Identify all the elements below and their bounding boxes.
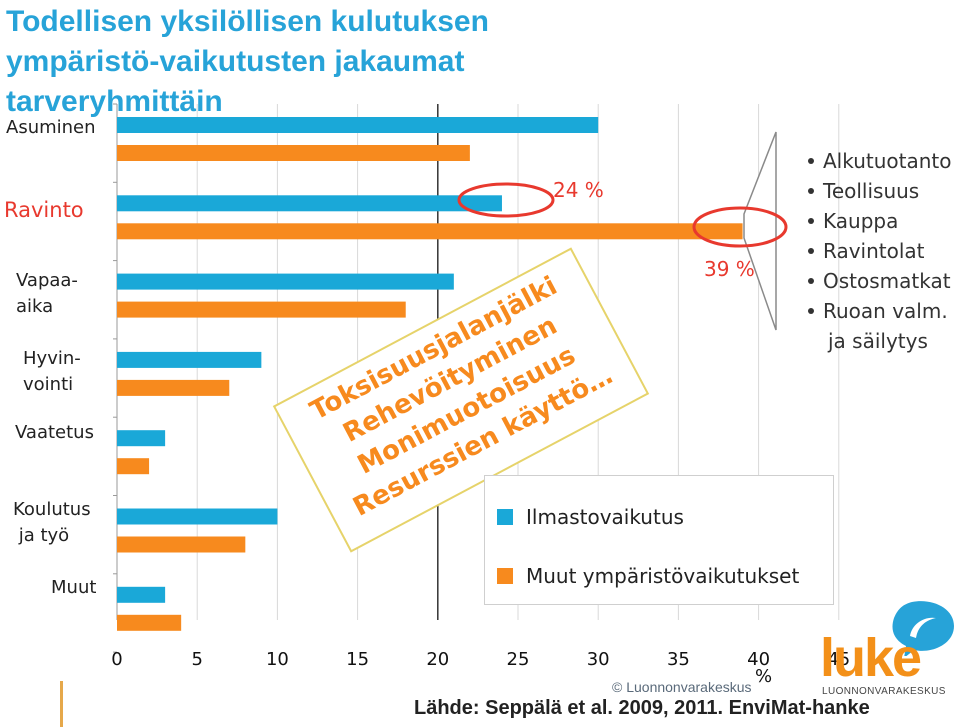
food-chain-item: Teollisuus	[808, 176, 952, 206]
food-chain-list: Alkutuotanto Teollisuus Kauppa Ravintola…	[808, 146, 952, 356]
x-tick-label: 0	[111, 649, 122, 670]
bar-muut-6	[117, 614, 182, 631]
page-title: Todellisen yksilöllisen kulutuksen ympär…	[6, 5, 489, 118]
chart-axis	[113, 103, 118, 653]
category-label-vaatetus: Vaatetus	[15, 422, 94, 443]
climate-highlight-circle	[457, 182, 555, 218]
chart-tick-labels: 0 5 10 15 20 25 30 35 40 45	[111, 649, 850, 670]
bar-muut-5	[117, 536, 246, 553]
legend-label-muut: Muut ympäristövaikutukset	[526, 564, 800, 588]
x-tick-label: 5	[191, 649, 202, 670]
x-tick-label: 10	[266, 649, 289, 670]
bar-muut-3	[117, 379, 230, 396]
legend-swatch-ilmastovaikutus	[497, 509, 513, 525]
category-label-asuminen: Asuminen	[6, 117, 96, 138]
x-tick-label: 20	[426, 649, 449, 670]
bar-ilmastovaikutus-0	[117, 117, 599, 133]
source-text: Lähde: Seppälä et al. 2009, 2011. EnviMa…	[414, 697, 870, 719]
x-axis-unit: %	[755, 666, 773, 687]
bar-muut-1	[117, 223, 743, 240]
bar-ilmastovaikutus-4	[117, 430, 166, 447]
category-label-hyvinvointi: Hyvin-vointi	[23, 348, 81, 395]
chart-legend: Ilmastovaikutus Muut ympäristövaikutukse…	[484, 475, 834, 605]
category-label-koulutus-ja-tyo: Koulutus ja työ	[13, 499, 91, 546]
bar-ilmastovaikutus-5	[117, 508, 278, 525]
bar-ilmastovaikutus-2	[117, 273, 454, 290]
legend-item-muut-ymparistovaikutukset: Muut ympäristövaikutukset	[497, 564, 799, 588]
food-chain-item: Alkutuotanto	[808, 146, 952, 176]
bar-ilmastovaikutus-6	[117, 586, 166, 603]
category-label-ravinto: Ravinto	[4, 198, 84, 222]
x-tick-label: 45	[827, 649, 850, 670]
x-tick-label: 15	[346, 649, 369, 670]
impact-stamp-frame	[272, 247, 650, 553]
food-chain-item: Ruoan valm.	[808, 296, 952, 326]
logo-wordmark: luke	[820, 628, 922, 688]
x-tick-label: 30	[587, 649, 610, 670]
luke-logo: luke LUONNONVARAKESKUS	[820, 600, 960, 700]
decorative-side-bar	[60, 681, 63, 727]
legend-label-ilmastovaikutus: Ilmastovaikutus	[526, 505, 684, 529]
other-highlight-circle	[692, 206, 788, 248]
legend-swatch-muut	[497, 568, 513, 584]
bar-muut-2	[117, 301, 406, 318]
logo-subtitle: LUONNONVARAKESKUS	[822, 686, 946, 697]
category-label-vapaa-aika: Vapaa-aika	[16, 270, 78, 317]
bar-muut-4	[117, 458, 150, 475]
other-callout-label: 39 %	[704, 257, 755, 281]
food-chain-item: Ravintolat	[808, 236, 952, 266]
x-tick-label: 25	[507, 649, 530, 670]
speech-bubble-icon	[892, 601, 954, 656]
x-tick-label: 35	[667, 649, 690, 670]
food-chain-funnel	[743, 131, 777, 331]
category-label-muut: Muut	[51, 577, 97, 598]
legend-item-ilmastovaikutus: Ilmastovaikutus	[497, 505, 684, 529]
climate-callout-label: 24 %	[553, 178, 604, 202]
x-tick-label: 40	[747, 649, 770, 670]
food-chain-item: Ostosmatkat	[808, 266, 952, 296]
chart-bars	[117, 117, 743, 631]
bar-ilmastovaikutus-1	[117, 195, 502, 212]
food-chain-item-continuation: ja säilytys	[828, 329, 928, 353]
copyright-text: © Luonnonvarakeskus	[612, 679, 752, 695]
bar-muut-0	[117, 145, 470, 161]
bar-ilmastovaikutus-3	[117, 351, 262, 368]
food-chain-item: Kauppa	[808, 206, 952, 236]
